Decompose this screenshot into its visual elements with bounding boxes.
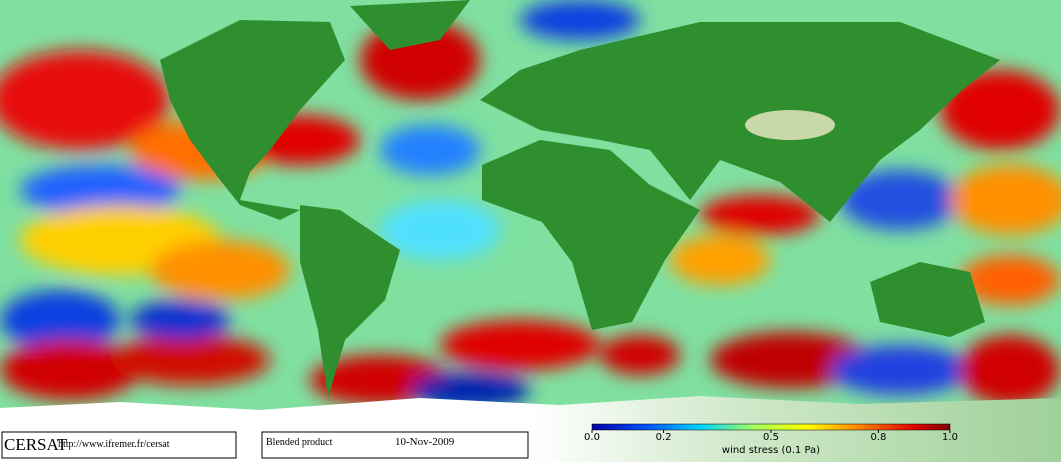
- africa: [482, 140, 700, 330]
- product-name: Blended product: [266, 437, 333, 448]
- url[interactable]: http://www.ifremer.fr/cersat: [58, 439, 170, 450]
- colorbar: [591, 423, 951, 431]
- wind-field: [0, 0, 1061, 408]
- product-date: 10-Nov-2009: [395, 436, 455, 448]
- colorbar-tick-label: 1.0: [942, 432, 958, 443]
- colorbar-tick-label: 0.0: [584, 432, 600, 443]
- colorbar-tick-label: 0.5: [763, 432, 779, 443]
- greenland: [350, 0, 470, 50]
- australia: [870, 262, 985, 337]
- south-america: [300, 205, 400, 398]
- logo: CERSAT: [4, 435, 68, 454]
- plateau: [745, 110, 835, 140]
- colorbar-tick-label: 0.8: [870, 432, 886, 443]
- land: [160, 0, 1000, 398]
- product-box: [261, 431, 529, 459]
- north-america: [160, 20, 345, 220]
- eurasia: [480, 22, 1000, 222]
- logo-box: [1, 431, 237, 459]
- colorbar-tick-label: 0.2: [656, 432, 672, 443]
- colorbar-label: wind stress (0.1 Pa): [722, 445, 820, 456]
